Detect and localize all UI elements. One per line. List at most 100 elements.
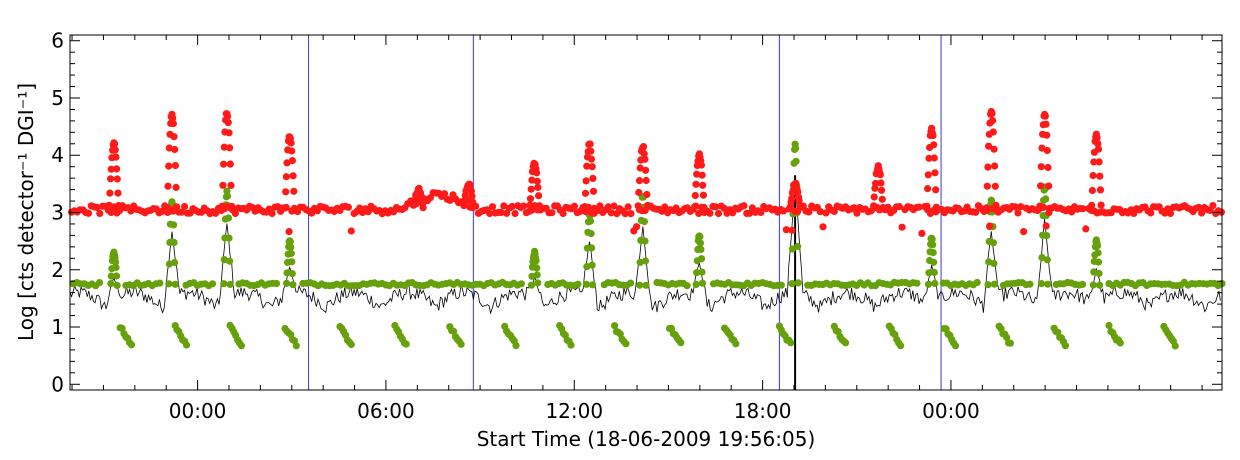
data-point <box>486 209 494 218</box>
data-point <box>693 170 701 178</box>
data-point <box>165 144 173 152</box>
data-point <box>171 258 179 267</box>
data-point <box>588 244 596 252</box>
data-point <box>644 201 652 209</box>
data-point <box>107 175 115 183</box>
data-point <box>695 209 703 217</box>
data-point <box>587 155 596 163</box>
data-point <box>112 263 120 271</box>
data-point <box>989 128 997 136</box>
data-point <box>1042 195 1050 203</box>
data-point <box>1041 112 1049 120</box>
data-point <box>169 114 177 122</box>
data-point <box>641 155 649 163</box>
data-point <box>924 280 933 288</box>
data-point <box>288 258 296 266</box>
data-point <box>224 119 232 127</box>
data-point <box>1096 172 1104 180</box>
data-point <box>923 202 931 210</box>
data-point <box>1003 333 1011 342</box>
data-point <box>512 342 520 350</box>
data-point <box>1116 339 1124 347</box>
data-point <box>169 120 177 128</box>
data-point <box>582 177 590 185</box>
data-point <box>182 341 191 349</box>
data-point <box>700 203 708 212</box>
y-tick-label: 5 <box>51 86 64 110</box>
data-point <box>924 185 932 193</box>
data-point <box>589 187 598 195</box>
data-point <box>640 218 649 226</box>
y-axis: 0 1 2 3 4 5 6 <box>51 29 1222 396</box>
data-point <box>842 339 850 347</box>
data-point <box>622 340 630 348</box>
data-point <box>879 203 887 212</box>
data-point <box>289 172 297 180</box>
series-red <box>68 107 1225 237</box>
data-point <box>990 259 998 267</box>
data-point <box>164 182 172 190</box>
data-point <box>526 201 534 209</box>
data-point <box>621 210 629 218</box>
data-point <box>292 342 300 350</box>
data-point <box>226 144 234 152</box>
data-point <box>533 169 541 177</box>
data-point <box>535 192 543 200</box>
data-point <box>288 147 296 155</box>
data-point <box>286 238 294 246</box>
data-point <box>990 280 999 288</box>
x-tick-label: 12:00 <box>545 399 603 423</box>
data-point <box>788 194 796 203</box>
data-point <box>983 204 991 212</box>
data-point <box>1037 280 1046 288</box>
data-point <box>1079 205 1087 213</box>
y-tick-label: 3 <box>51 201 64 225</box>
data-point <box>107 208 115 216</box>
data-point <box>805 208 813 216</box>
data-point <box>170 221 178 229</box>
data-point <box>226 257 234 265</box>
data-point <box>587 147 595 155</box>
data-point <box>127 341 136 349</box>
data-point <box>107 272 115 280</box>
data-point <box>113 272 121 280</box>
data-point <box>878 195 886 203</box>
data-point <box>225 129 233 137</box>
data-point <box>488 203 497 211</box>
data-point <box>527 281 536 289</box>
data-point <box>1088 186 1096 195</box>
data-point <box>698 268 706 276</box>
x-axis: 00:00 06:00 12:00 18:00 00:00 <box>71 35 1203 423</box>
data-point <box>534 183 542 191</box>
y-tick-label: 1 <box>51 315 64 339</box>
data-point <box>1209 202 1217 210</box>
data-point <box>692 180 700 188</box>
data-point <box>692 280 700 288</box>
data-point <box>1043 146 1051 155</box>
data-point <box>915 203 923 211</box>
data-point <box>988 109 996 117</box>
data-point <box>1037 163 1045 171</box>
x-axis-title: Start Time (18-06-2009 19:56:05) <box>477 427 816 451</box>
data-point <box>586 217 595 225</box>
data-point <box>95 279 104 287</box>
data-point <box>1045 204 1053 212</box>
data-point <box>696 233 704 241</box>
data-point <box>876 171 884 179</box>
data-point <box>113 165 121 173</box>
data-point <box>520 202 528 210</box>
data-point <box>583 162 591 170</box>
data-point <box>972 208 980 216</box>
data-point <box>698 279 707 287</box>
data-point <box>1089 281 1097 289</box>
data-point <box>1020 228 1028 236</box>
data-point <box>931 279 939 287</box>
data-point <box>282 173 290 181</box>
data-point <box>740 202 748 210</box>
data-point <box>699 191 708 199</box>
data-point <box>1166 209 1175 217</box>
data-point <box>635 188 643 197</box>
data-point <box>1044 280 1052 288</box>
data-point <box>287 139 295 147</box>
